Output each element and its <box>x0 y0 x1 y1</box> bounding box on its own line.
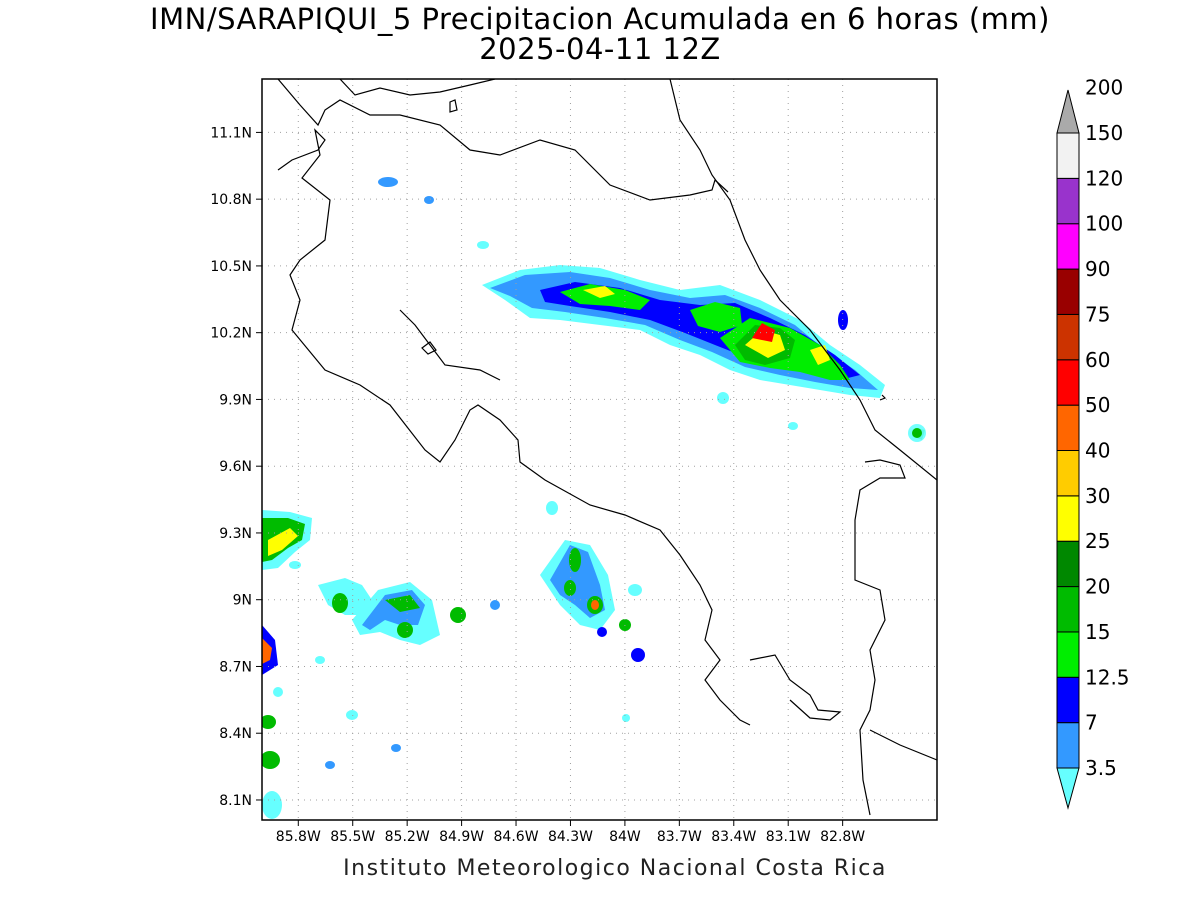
colorbar-swatch <box>1056 132 1080 179</box>
coastlines <box>277 79 937 816</box>
lon-tick-label: 82.8W <box>820 829 865 845</box>
lake-islet <box>449 99 458 113</box>
colorbar-bottom-triangle <box>1056 767 1080 810</box>
plot-frame <box>261 78 938 821</box>
colorbar-swatch <box>1056 313 1080 361</box>
lat-tick-label: 9.3N <box>219 526 252 542</box>
lat-tick-label: 8.1N <box>219 793 252 809</box>
rain-cells-west <box>262 510 312 819</box>
colorbar: 3.5 7 12.5 15 20 25 30 40 50 60 75 90 100 120 150 200 <box>1056 76 1130 810</box>
colorbar-label: 60 <box>1085 348 1110 372</box>
colorbar-swatch <box>1056 223 1080 270</box>
colorbar-label: 30 <box>1085 484 1110 508</box>
colorbar-swatch <box>1056 404 1080 451</box>
colorbar-swatch <box>1056 268 1080 315</box>
colorbar-label: 20 <box>1085 575 1110 599</box>
lat-tick-label: 9N <box>233 593 252 609</box>
lon-tick-label: 85.8W <box>276 829 321 845</box>
colorbar-swatch <box>1056 631 1080 678</box>
colorbar-swatch <box>1056 359 1080 406</box>
colorbar-swatch <box>1056 676 1080 724</box>
lat-tick-label: 10.2N <box>210 326 252 342</box>
caribbean-coast <box>669 79 937 481</box>
colorbar-label: 100 <box>1085 212 1123 236</box>
colorbar-swatch <box>1056 495 1080 542</box>
small-coast-notch <box>879 394 887 401</box>
lat-tick-label: 8.4N <box>219 726 252 742</box>
lon-tick-label: 84W <box>609 829 641 845</box>
colorbar-label: 7 <box>1085 711 1098 735</box>
lon-tick-label: 83.7W <box>657 829 702 845</box>
colorbar-label: 150 <box>1085 121 1123 145</box>
colorbar-label: 200 <box>1085 76 1123 100</box>
colorbar-label: 90 <box>1085 257 1110 281</box>
lon-tick-label: 84.9W <box>439 829 484 845</box>
colorbar-swatch <box>1056 177 1080 225</box>
colorbar-label: 120 <box>1085 166 1123 190</box>
colorbar-swatch <box>1056 450 1080 497</box>
lon-tick-label: 83.1W <box>766 829 811 845</box>
colorbar-swatch <box>1056 540 1080 588</box>
map-valid-time: 2025-04-11 12Z <box>479 32 721 66</box>
lat-tick-label: 9.9N <box>219 392 252 408</box>
lon-tick-label: 85.5W <box>330 829 375 845</box>
longitude-axis: 85.8W 85.5W 85.2W 84.9W 84.6W 84.3W 84W 83.7W 83… <box>276 820 865 845</box>
colorbar-label: 50 <box>1085 393 1110 417</box>
panama-border <box>854 459 906 816</box>
burica-coast <box>869 729 937 761</box>
lat-tick-label: 10.5N <box>210 259 252 275</box>
map-title: IMN/SARAPIQUI_5 Precipitacion Acumulada … <box>150 2 1050 36</box>
colorbar-swatch <box>1056 586 1080 633</box>
colorbar-label: 25 <box>1085 529 1110 553</box>
lon-tick-label: 83.4W <box>711 829 756 845</box>
lon-tick-label: 85.2W <box>385 829 430 845</box>
map-grid <box>262 79 937 820</box>
colorbar-label: 15 <box>1085 620 1110 644</box>
lon-tick-label: 84.3W <box>548 829 593 845</box>
nicaragua-border <box>277 79 729 201</box>
lat-tick-label: 10.8N <box>210 192 252 208</box>
rain-band-caribbean <box>482 265 926 442</box>
rain-cells-south <box>315 501 645 769</box>
footer-credit: Instituto Meteorologico Nacional Costa R… <box>343 856 887 881</box>
colorbar-top-triangle <box>1056 89 1080 134</box>
latitude-axis: 11.1N 10.8N 10.5N 10.2N 9.9N 9.6N 9.3N 9N 8.7N 8.… <box>210 125 262 809</box>
gulf-nicoya <box>399 309 501 381</box>
colorbar-swatch <box>1056 722 1080 769</box>
colorbar-label: 3.5 <box>1085 756 1117 780</box>
lat-tick-label: 11.1N <box>210 125 252 141</box>
lon-tick-label: 84.6W <box>494 829 539 845</box>
lat-tick-label: 8.7N <box>219 659 252 675</box>
lat-tick-label: 9.6N <box>219 459 252 475</box>
colorbar-label: 75 <box>1085 302 1110 326</box>
pacific-coast-north <box>277 128 751 726</box>
rain-cells-north <box>378 177 848 430</box>
nicaragua-lake-coast <box>339 79 496 96</box>
colorbar-label: 40 <box>1085 439 1110 463</box>
colorbar-label: 12.5 <box>1085 665 1130 689</box>
nicoya-island <box>421 341 437 355</box>
precipitation-field <box>262 177 926 819</box>
osa-peninsula <box>749 654 842 721</box>
